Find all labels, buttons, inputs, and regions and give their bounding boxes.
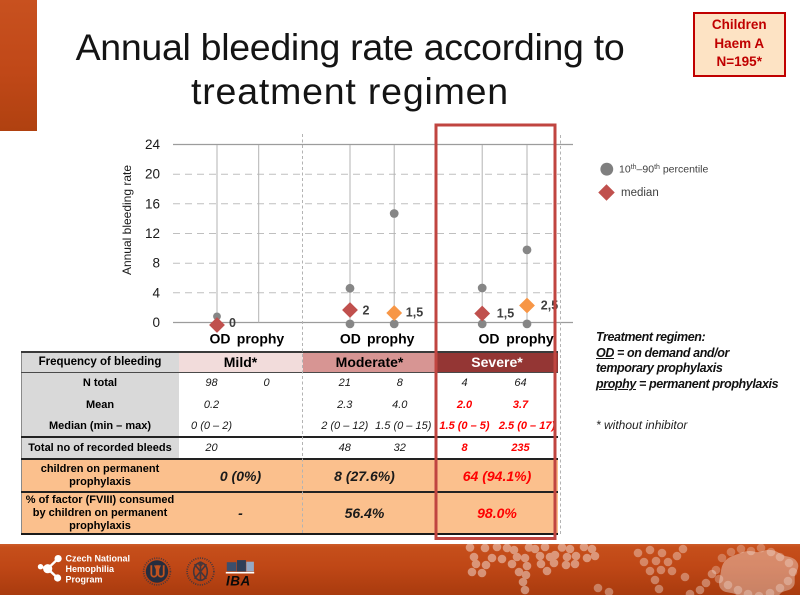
svg-text:Annual bleeding rate: Annual bleeding rate: [120, 165, 134, 275]
svg-text:prophy: prophy: [367, 331, 415, 347]
svg-text:12: 12: [145, 226, 160, 241]
svg-text:1,5: 1,5: [497, 307, 514, 321]
svg-text:16: 16: [145, 196, 160, 211]
svg-text:20: 20: [145, 167, 160, 182]
svg-text:1,5: 1,5: [406, 306, 423, 320]
svg-text:median: median: [621, 187, 659, 199]
svg-text:4: 4: [152, 285, 160, 300]
svg-text:Program: Program: [66, 574, 103, 584]
svg-text:8: 8: [152, 256, 160, 271]
svg-text:0: 0: [229, 316, 236, 330]
svg-text:2,5: 2,5: [541, 299, 558, 313]
svg-text:0: 0: [152, 315, 160, 330]
svg-text:Hemophilia: Hemophilia: [66, 563, 116, 573]
svg-text:2: 2: [363, 304, 370, 318]
svg-text:OD: OD: [340, 331, 361, 347]
svg-text:10th–90th percentile: 10th–90th percentile: [619, 164, 709, 176]
svg-text:OD: OD: [479, 331, 500, 347]
svg-text:OD: OD: [210, 331, 231, 347]
svg-text:IBA: IBA: [226, 573, 251, 588]
svg-text:Czech National: Czech National: [66, 553, 131, 563]
svg-text:prophy: prophy: [237, 331, 285, 347]
svg-text:prophy: prophy: [506, 331, 554, 347]
svg-text:24: 24: [145, 137, 161, 152]
